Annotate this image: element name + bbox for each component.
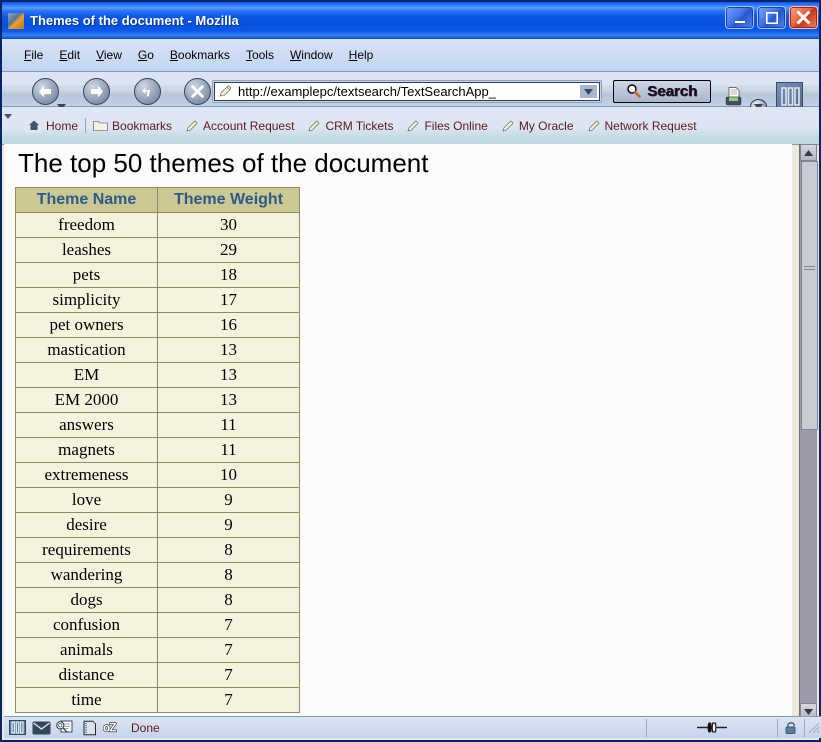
svg-text:oZ: oZ xyxy=(103,721,116,735)
